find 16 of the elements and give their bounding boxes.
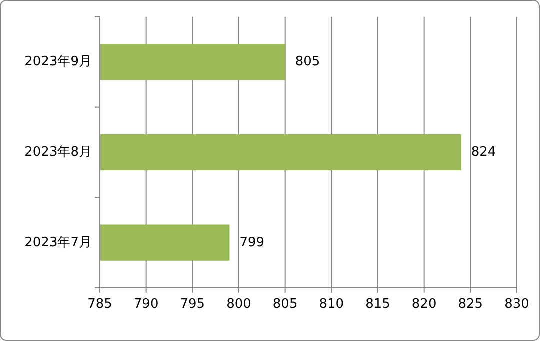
x-tick-label: 825 [458,297,484,312]
x-tick-label: 795 [180,297,206,312]
x-tick-label: 815 [366,297,390,312]
x-tick-label: 810 [319,297,344,312]
y-tick-label: 2023年8月 [24,145,92,160]
x-tick-label: 785 [88,297,112,312]
data-label: 799 [240,235,265,250]
y-tick-label: 2023年9月 [24,54,92,70]
x-tick-label: 830 [504,297,530,312]
x-tick-label: 800 [226,297,252,312]
y-tick-label: 2023年7月 [24,235,92,250]
data-label: 805 [295,54,320,70]
x-tick-label: 790 [134,297,159,312]
data-label: 824 [471,145,496,160]
x-tick-label: 820 [412,297,437,312]
x-tick-label: 805 [272,297,298,312]
